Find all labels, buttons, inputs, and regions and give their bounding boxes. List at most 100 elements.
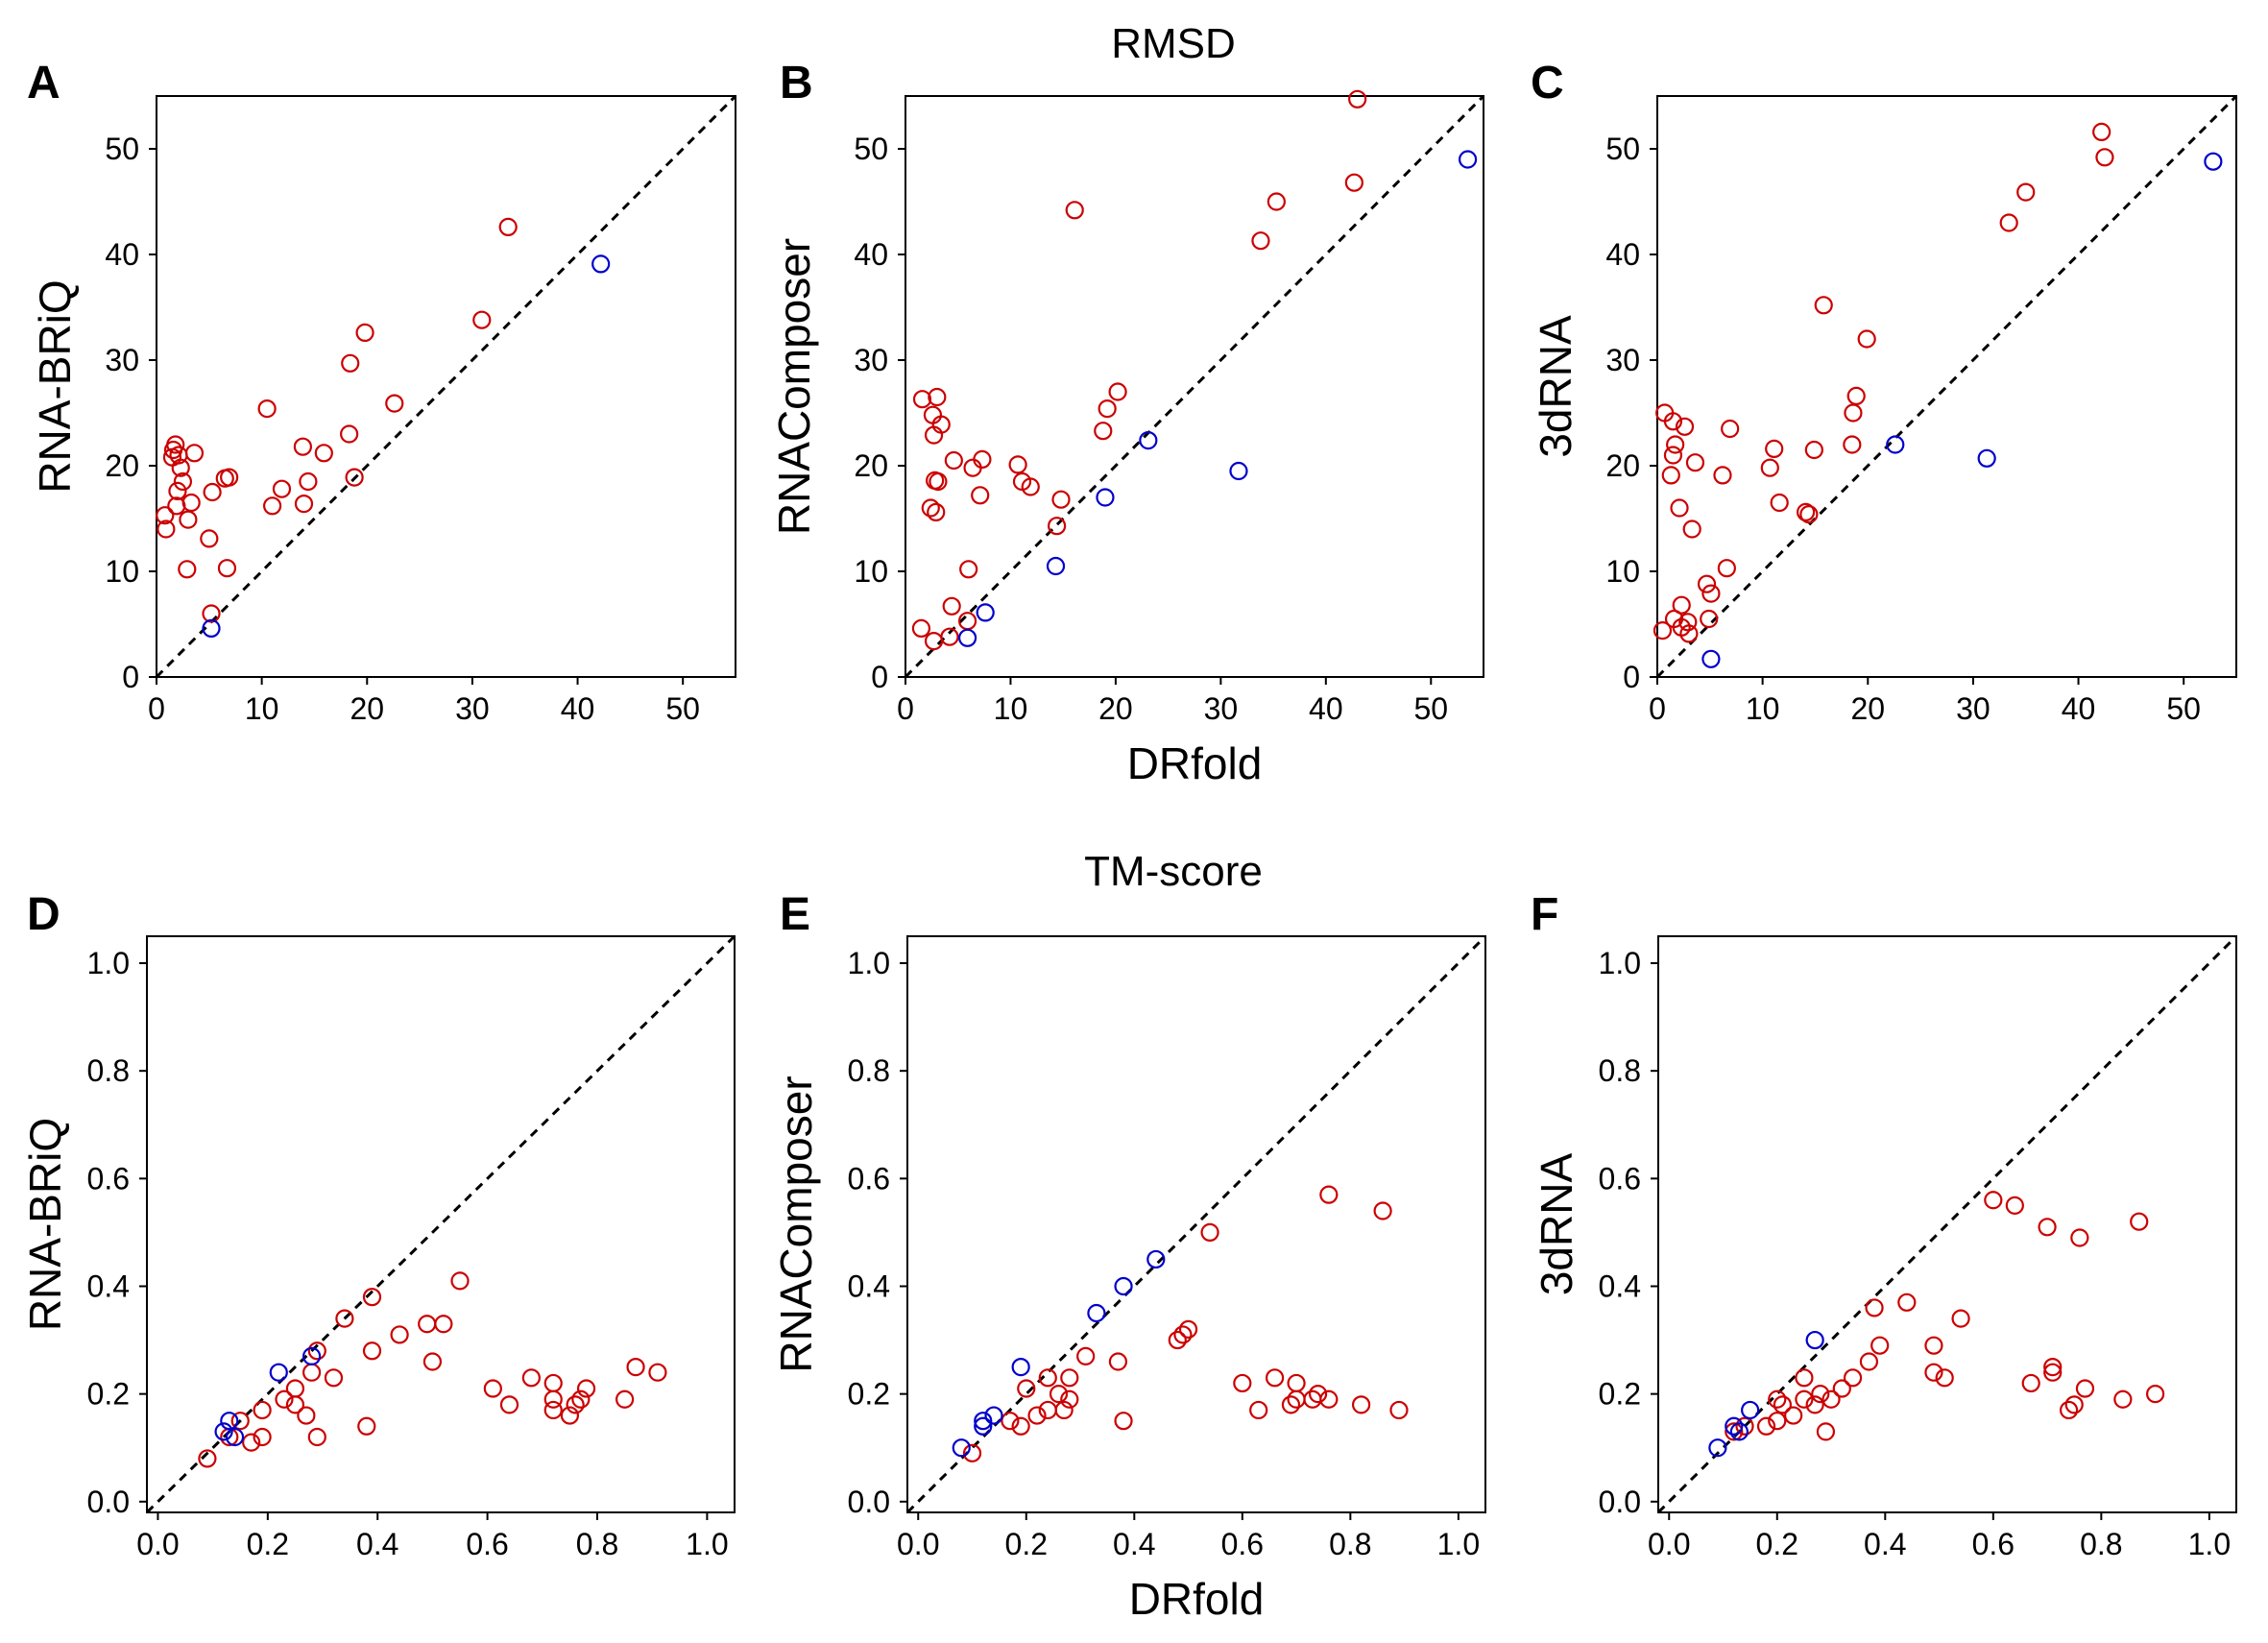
plot-frame bbox=[146, 935, 736, 1513]
data-point-red bbox=[285, 1379, 305, 1398]
y-tick-label: 10 bbox=[1605, 554, 1640, 589]
y-axis-label: RNAComposer bbox=[769, 238, 819, 535]
panel-letter: B bbox=[780, 58, 813, 109]
data-point-red bbox=[2095, 148, 2114, 167]
data-point-red bbox=[2075, 1379, 2095, 1398]
diagonal-line bbox=[1656, 934, 2238, 1514]
data-point-red bbox=[1060, 1368, 1079, 1388]
data-point-red bbox=[1344, 173, 1363, 192]
data-point-red bbox=[450, 1271, 470, 1291]
x-tick-label: 20 bbox=[1098, 691, 1133, 726]
data-point-red bbox=[1319, 1389, 1339, 1409]
data-point-blue bbox=[984, 1406, 1003, 1425]
data-point-blue bbox=[302, 1346, 322, 1365]
data-point-red bbox=[1098, 399, 1117, 419]
data-point-red bbox=[1765, 439, 1784, 458]
x-tick-label: 40 bbox=[561, 691, 595, 726]
data-point-red bbox=[971, 486, 990, 505]
data-point-red bbox=[1108, 382, 1127, 401]
data-point-red bbox=[1760, 458, 1779, 477]
data-point-red bbox=[1287, 1373, 1306, 1393]
data-point-red bbox=[171, 458, 190, 477]
data-point-red bbox=[543, 1373, 563, 1393]
data-point-red bbox=[2005, 1196, 2024, 1215]
data-point-red bbox=[923, 405, 943, 424]
x-tick-label: 50 bbox=[665, 691, 700, 726]
x-tick-label: 30 bbox=[455, 691, 490, 726]
data-point-red bbox=[1065, 201, 1084, 220]
x-tick-label: 10 bbox=[994, 691, 1028, 726]
x-tick-label: 50 bbox=[1413, 691, 1448, 726]
data-point-blue bbox=[1977, 448, 1996, 468]
y-tick-label: 0.6 bbox=[1599, 1161, 1641, 1196]
x-tick-label: 0.6 bbox=[466, 1527, 508, 1561]
data-point-blue bbox=[974, 1412, 993, 1431]
data-point-red bbox=[203, 482, 222, 502]
data-point-red bbox=[1267, 192, 1286, 211]
y-tick-label: 10 bbox=[854, 554, 888, 589]
data-point-red bbox=[1770, 493, 1789, 513]
data-point-blue bbox=[974, 1416, 993, 1436]
data-point-red bbox=[1663, 446, 1683, 465]
data-point-red bbox=[1846, 386, 1866, 405]
data-point-red bbox=[1319, 1185, 1339, 1204]
data-point-red bbox=[959, 560, 978, 579]
data-point-red bbox=[335, 1309, 354, 1328]
data-point-red bbox=[200, 529, 219, 548]
data-point-red bbox=[1670, 498, 1689, 518]
x-tick-label: 0.4 bbox=[1864, 1527, 1906, 1561]
data-point-blue bbox=[957, 628, 977, 647]
data-point-red bbox=[307, 1427, 326, 1447]
x-tick-label: 0.2 bbox=[1756, 1527, 1798, 1561]
data-point-red bbox=[302, 1363, 322, 1382]
x-tick-label: 30 bbox=[1204, 691, 1239, 726]
data-point-red bbox=[2038, 1218, 2057, 1237]
y-tick-label: 20 bbox=[105, 448, 139, 483]
data-point-red bbox=[341, 353, 360, 373]
data-point-blue bbox=[1708, 1438, 1727, 1458]
data-point-red bbox=[173, 471, 193, 492]
data-point-blue bbox=[1805, 1330, 1824, 1350]
x-tick-label: 1.0 bbox=[686, 1527, 728, 1561]
data-point-red bbox=[198, 1449, 217, 1468]
data-point-red bbox=[566, 1395, 585, 1414]
x-tick-label: 30 bbox=[1956, 691, 1991, 726]
data-point-blue bbox=[976, 603, 995, 622]
data-point-red bbox=[1265, 1368, 1285, 1388]
data-point-blue bbox=[1741, 1400, 1760, 1420]
y-tick-label: 10 bbox=[105, 554, 139, 589]
data-point-red bbox=[942, 596, 961, 616]
y-tick-label: 1.0 bbox=[1599, 946, 1641, 980]
x-tick-label: 1.0 bbox=[2188, 1527, 2231, 1561]
plot-frame bbox=[906, 935, 1486, 1513]
data-point-red bbox=[220, 468, 239, 487]
y-tick-label: 40 bbox=[1605, 237, 1640, 272]
data-point-red bbox=[1060, 1389, 1079, 1409]
data-point-red bbox=[294, 494, 314, 514]
data-point-red bbox=[1999, 213, 2018, 232]
panel-b: B 00 10 10 20 20 30 30 40 40 50 50 RNAComposer DRfold bbox=[769, 58, 1485, 788]
y-tick-label: 0.2 bbox=[87, 1377, 130, 1412]
x-tick-label: 0.8 bbox=[1329, 1527, 1371, 1561]
x-tick-label: 0.0 bbox=[1648, 1527, 1690, 1561]
y-tick-label: 0.4 bbox=[1599, 1268, 1641, 1303]
data-point-red bbox=[307, 1341, 326, 1361]
y-tick-label: 0.4 bbox=[87, 1268, 130, 1303]
data-point-red bbox=[1804, 440, 1823, 460]
data-point-red bbox=[1951, 1309, 1970, 1328]
data-point-red bbox=[253, 1427, 272, 1447]
data-point-blue bbox=[1087, 1303, 1106, 1323]
y-tick-label: 0.0 bbox=[1599, 1485, 1641, 1519]
x-tick-label: 50 bbox=[2166, 691, 2201, 726]
data-point-red bbox=[1251, 231, 1270, 251]
data-point-red bbox=[944, 450, 963, 471]
data-point-red bbox=[1281, 1395, 1301, 1414]
data-point-red bbox=[178, 560, 197, 579]
data-point-red bbox=[615, 1389, 635, 1409]
data-point-red bbox=[571, 1389, 591, 1409]
data-point-red bbox=[263, 496, 282, 516]
data-point-red bbox=[1663, 412, 1683, 431]
x-tick-label: 0.2 bbox=[1005, 1527, 1048, 1561]
data-point-blue bbox=[1886, 435, 1905, 454]
y-tick-label: 0.6 bbox=[87, 1161, 130, 1196]
